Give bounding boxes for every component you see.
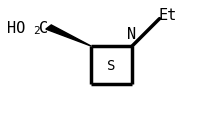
Text: C: C xyxy=(39,21,48,36)
Text: Et: Et xyxy=(158,8,176,23)
Text: S: S xyxy=(107,59,115,73)
Text: N: N xyxy=(127,27,136,42)
Text: 2: 2 xyxy=(33,26,39,36)
Polygon shape xyxy=(46,25,91,46)
Text: HO: HO xyxy=(7,21,25,36)
